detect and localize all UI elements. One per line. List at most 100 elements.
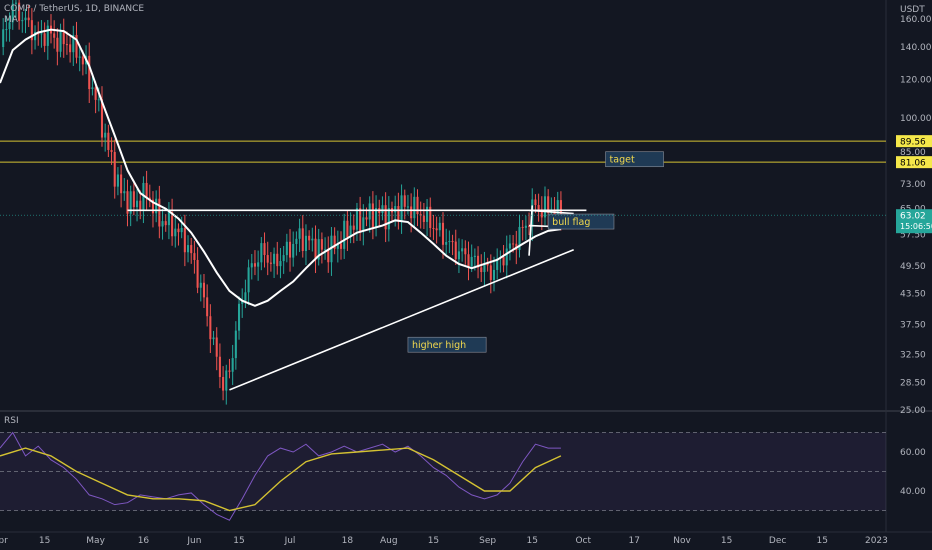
trendline-line (229, 248, 574, 391)
candle-body (375, 208, 378, 228)
candle-body (368, 203, 371, 220)
candle-body (269, 262, 272, 264)
candle-body (209, 316, 212, 340)
candle-body (180, 228, 183, 233)
candle-body (46, 25, 49, 46)
candle-body (429, 206, 432, 228)
candle-body (59, 31, 62, 52)
candle-body (14, 2, 17, 4)
candle-body (155, 198, 158, 214)
candle-body (129, 191, 132, 214)
candle-body (187, 245, 190, 253)
candle-body (333, 235, 336, 249)
candle-body (292, 243, 295, 258)
candle-body (206, 297, 209, 317)
candle-body (228, 370, 231, 372)
candle-body (492, 269, 496, 280)
candle-body (521, 226, 524, 228)
annotation-box (547, 213, 615, 230)
candle-body (496, 258, 499, 270)
candle-body (470, 256, 473, 267)
candle-body (445, 242, 448, 245)
candle-body (467, 254, 470, 267)
candle-body (21, 20, 24, 22)
ma-indicator-label[interactable]: MA (4, 15, 18, 25)
candle-body (330, 235, 333, 263)
candle-body (120, 174, 123, 194)
candle-body (524, 225, 527, 228)
time-axis-tick: Jun (186, 536, 201, 546)
candle-body (282, 255, 285, 262)
candle-body (304, 235, 307, 252)
candle-body (480, 267, 483, 273)
candle-body (81, 56, 84, 65)
candle-body (196, 260, 199, 288)
candle-body (502, 257, 505, 266)
candle-body (88, 55, 91, 90)
candle-body (237, 303, 241, 331)
candle-body (448, 241, 451, 243)
price-axis-tick: 32.50 (900, 351, 926, 361)
candle-body (34, 31, 37, 41)
candle-body (352, 225, 355, 230)
candle-body (190, 245, 193, 254)
candle-body (225, 370, 228, 391)
candle-body (234, 330, 237, 359)
candle-body (473, 255, 476, 257)
candle-body (301, 228, 304, 252)
price-axis-tick: 43.50 (900, 289, 926, 299)
candle-body (136, 200, 139, 208)
candle-body (441, 222, 445, 245)
last-price-tag (896, 209, 932, 234)
candle-body (167, 211, 170, 226)
candle-body (394, 206, 397, 213)
candle-body (339, 243, 343, 249)
candle-body (100, 99, 104, 138)
candle-body (483, 263, 486, 273)
candle-body (69, 44, 72, 53)
candle-body (253, 263, 256, 267)
candle-body (512, 243, 515, 245)
candle-body (540, 209, 543, 218)
candle-body (107, 132, 110, 150)
rsi-indicator-label[interactable]: RSI (4, 416, 19, 426)
candle-body (62, 31, 65, 45)
price-axis-tick: 140.00 (900, 43, 932, 53)
time-axis-tick: Jul (284, 536, 296, 546)
candle-body (365, 217, 368, 220)
candle-body (288, 241, 292, 258)
candle-body (30, 20, 33, 41)
annotation-text: higher high (412, 340, 466, 351)
currency-label: USDT (900, 5, 925, 15)
rsi-ma-line (0, 447, 562, 512)
candle-body (222, 376, 225, 391)
candle-body (53, 33, 56, 38)
candle-body (486, 263, 489, 266)
time-axis-tick: 15 (233, 536, 244, 546)
candle-body (464, 248, 467, 255)
candle-body (384, 205, 387, 230)
time-axis-tick: 15 (527, 536, 538, 546)
candle-body (438, 222, 441, 231)
candle-body (355, 208, 358, 230)
candle-body (263, 243, 266, 256)
rsi-line (0, 431, 561, 521)
time-axis-tick: Nov (673, 536, 691, 546)
symbol-title[interactable]: COMP / TetherUS, 1D, BINANCE (4, 4, 145, 14)
flagpole-line (528, 205, 534, 256)
candle-body (457, 251, 460, 260)
rsi-axis-tick: 40.00 (900, 487, 926, 497)
price-axis-tick: 73.00 (900, 180, 926, 190)
candle-body (174, 228, 177, 237)
candle-body (489, 265, 492, 280)
price-axis-tick: 49.50 (900, 262, 926, 272)
candle-body (218, 356, 221, 377)
candle-body (171, 211, 174, 237)
time-axis-tick: 15 (817, 536, 828, 546)
time-axis-tick: 15 (39, 536, 50, 546)
candle-body (11, 3, 14, 23)
candle-body (158, 198, 161, 227)
candle-body (244, 292, 247, 301)
candle-body (298, 228, 301, 239)
